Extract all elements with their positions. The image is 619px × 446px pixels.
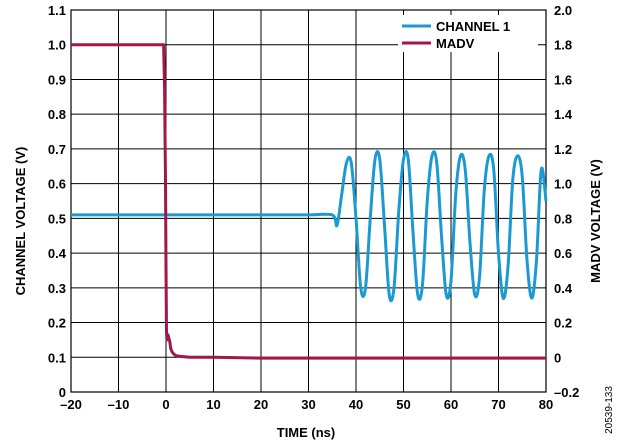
y-tick-label: 1.0	[48, 38, 66, 53]
figure-id: 20539-133	[604, 386, 615, 434]
x-tick-label: 80	[539, 397, 553, 412]
y2-tick-label: 0.6	[554, 246, 572, 261]
x-tick-label: 0	[162, 397, 169, 412]
y2-tick-label: 2.0	[554, 3, 572, 18]
y-tick-label: 0	[59, 385, 66, 400]
y2-tick-label: 1.6	[554, 72, 572, 87]
y-tick-label: 0.1	[48, 350, 66, 365]
y-tick-label: 0.6	[48, 177, 66, 192]
legend: CHANNEL 1 MADV	[398, 15, 538, 52]
y2-tick-label: 1.8	[554, 38, 572, 53]
y-tick-label: 1.1	[48, 3, 66, 18]
legend-label-madv: MADV	[436, 36, 475, 51]
legend-background	[398, 15, 538, 52]
x-tick-label: 40	[349, 397, 363, 412]
x-axis-title: TIME (ns)	[277, 425, 336, 440]
series-line-channel-1	[70, 150, 548, 303]
x-tick-label: 60	[444, 397, 458, 412]
y2-tick-label: 0.8	[554, 211, 572, 226]
chart-tick-labels: –20 –10 0 10 20 30 40 50 60 70 80 0 0.1 0.2 0.3 0.4 0.5 0…	[48, 3, 579, 412]
legend-label-channel-1: CHANNEL 1	[436, 19, 510, 34]
y2-axis-title: MADV VOLTAGE (V)	[588, 159, 603, 283]
y2-tick-label: 1.0	[554, 177, 572, 192]
y2-tick-label: 0.2	[554, 316, 572, 331]
x-tick-label: 30	[301, 397, 315, 412]
y-axis-title: CHANNEL VOLTAGE (V)	[13, 147, 28, 296]
x-tick-label: –10	[108, 397, 130, 412]
x-tick-label: 10	[206, 397, 220, 412]
x-tick-label: 70	[491, 397, 505, 412]
y-tick-label: 0.2	[48, 316, 66, 331]
y2-tick-label: 1.4	[554, 107, 573, 122]
y-tick-label: 0.5	[48, 211, 66, 226]
y2-tick-label: 0	[554, 350, 561, 365]
x-tick-label: –20	[60, 397, 82, 412]
y-tick-label: 0.9	[48, 72, 66, 87]
chart-series	[70, 43, 548, 360]
y-tick-label: 0.4	[48, 246, 67, 261]
y-tick-label: 0.8	[48, 107, 66, 122]
y-tick-label: 0.7	[48, 142, 66, 157]
y-tick-label: 0.3	[48, 281, 66, 296]
y2-tick-label: 1.2	[554, 142, 572, 157]
series-line-madv	[71, 43, 546, 360]
x-tick-label: 20	[254, 397, 268, 412]
y2-tick-label: 0.4	[554, 281, 573, 296]
x-tick-label: 50	[396, 397, 410, 412]
y2-tick-label: –0.2	[554, 385, 579, 400]
